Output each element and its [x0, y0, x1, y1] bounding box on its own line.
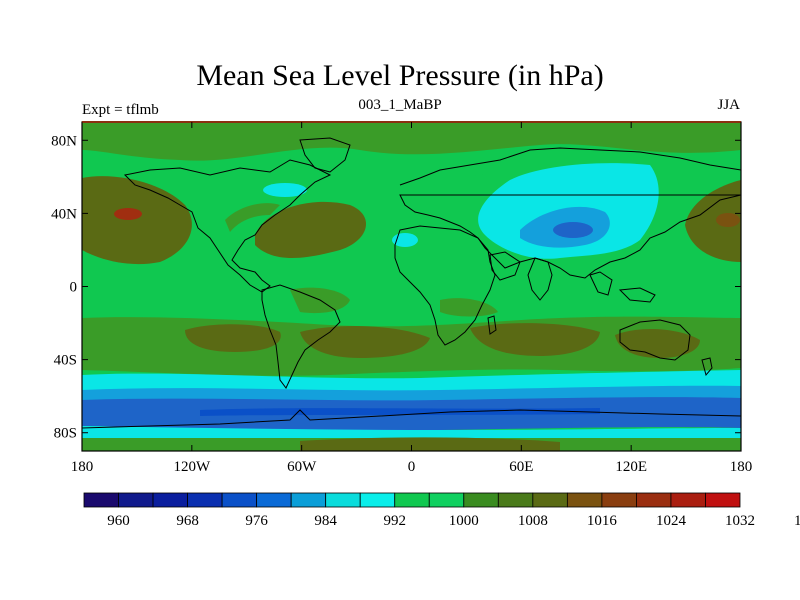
field-east-pacific-core [716, 213, 740, 227]
colorbar-label: 960 [107, 513, 130, 529]
coastline-arabia [489, 251, 521, 281]
case-label: 003_1_MaBP [358, 97, 442, 113]
field-arctic-green [82, 150, 741, 181]
field-asian-low-core [553, 222, 593, 238]
colorbar-swatch [532, 492, 568, 508]
lon-tick-label: 120E [615, 459, 647, 475]
colorbar-label: 1016 [587, 513, 618, 529]
field-north-atlantic-ridge [225, 203, 280, 232]
field-arctic-band [82, 122, 741, 161]
colorbar-swatch [566, 492, 603, 508]
colorbar-swatch [670, 492, 706, 508]
colorbar-label: 1008 [518, 513, 548, 529]
field-indian-ocean-high [470, 323, 600, 356]
latitude-axis: 80N 40N 0 40S 80S [51, 133, 741, 442]
lon-tick-label: 180 [71, 459, 94, 475]
colorbar-swatch [394, 492, 430, 508]
colorbar-swatch [497, 492, 534, 508]
colorbar-swatch [463, 492, 499, 508]
lat-tick-label: 0 [70, 280, 78, 296]
coastline-new-zealand [701, 357, 713, 377]
season-label: JJA [717, 97, 740, 113]
colorbar-label: 968 [176, 513, 199, 529]
colorbar-swatch [83, 492, 119, 508]
lon-tick-label: 60W [287, 459, 317, 475]
colorbar-label: 1000 [449, 513, 479, 529]
field-south-pacific-high [185, 324, 281, 352]
colorbar-swatch [601, 492, 637, 508]
colorbar [83, 492, 741, 508]
map-title: Mean Sea Level Pressure (in hPa) [196, 59, 604, 92]
coastlines [82, 137, 741, 429]
colorbar-labels: 960 968 976 984 992 1000 1008 1016 1024 1032 1040 [107, 513, 800, 529]
field-north-pacific-high [82, 176, 192, 265]
lon-tick-label: 120W [173, 459, 211, 475]
colorbar-label: 976 [245, 513, 268, 529]
colorbar-swatch [152, 492, 188, 508]
field-south-atlantic-high [300, 326, 430, 358]
coastline-india [527, 257, 553, 301]
coastline-madagascar [487, 315, 497, 335]
colorbar-label: 1040 [794, 513, 800, 529]
colorbar-swatch [221, 492, 258, 508]
colorbar-label: 984 [314, 513, 337, 529]
coastline-southeast-asia [589, 271, 656, 303]
lat-tick-label: 40S [54, 353, 77, 369]
coastline-north-america [123, 159, 332, 293]
coastline-south-america [261, 284, 341, 389]
lon-tick-label: 60E [509, 459, 533, 475]
colorbar-swatch [636, 492, 672, 508]
colorbar-swatch [428, 492, 465, 508]
colorbar-label: 1032 [725, 513, 755, 529]
coastline-antarctica [82, 409, 741, 429]
pressure-field [82, 122, 741, 451]
colorbar-swatch [325, 492, 361, 508]
colorbar-swatch [118, 492, 154, 508]
colorbar-swatch [359, 492, 396, 508]
field-north-atlantic-high [255, 201, 367, 259]
lat-tick-label: 40N [51, 206, 77, 222]
coastline-greenland [299, 137, 351, 173]
lat-tick-label: 80N [51, 133, 77, 149]
coastline-africa [394, 225, 496, 346]
field-east-pacific-high [685, 180, 741, 262]
colorbar-label: 1024 [656, 513, 687, 529]
field-sahara-low [392, 233, 418, 247]
field-north-pacific-core [114, 208, 142, 220]
colorbar-swatch [290, 492, 327, 508]
field-antarctic-high [300, 437, 560, 451]
colorbar-swatch [187, 492, 223, 508]
colorbar-swatch [256, 492, 292, 508]
lon-tick-label: 0 [408, 459, 416, 475]
colorbar-label: 992 [383, 513, 406, 529]
coastline-australia [619, 319, 691, 361]
colorbar-swatch [705, 492, 741, 508]
experiment-label: Expt = tflmb [82, 102, 159, 118]
lat-tick-label: 80S [54, 426, 77, 442]
lon-tick-label: 180 [730, 459, 753, 475]
longitude-axis: 180 120W 60W 0 60E 120E 180 [71, 122, 753, 475]
field-greenland-low [263, 183, 307, 197]
